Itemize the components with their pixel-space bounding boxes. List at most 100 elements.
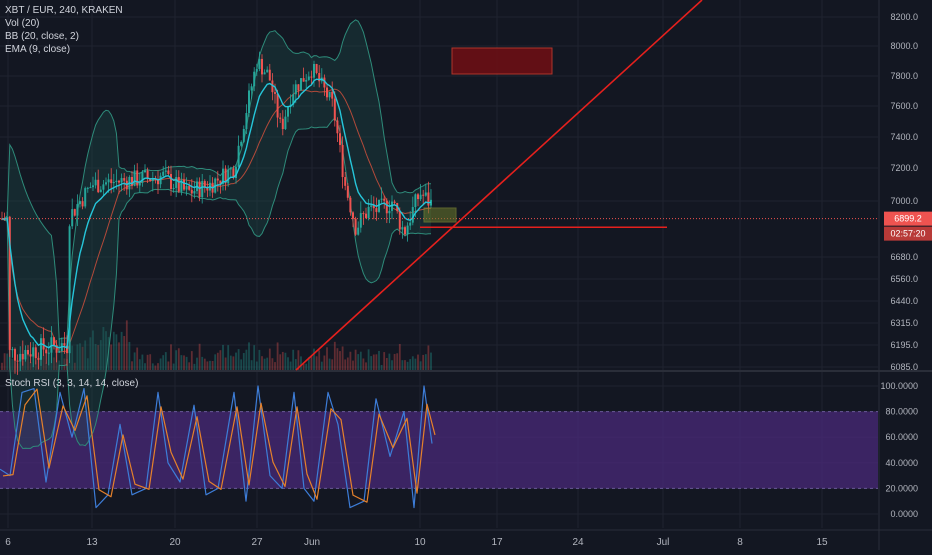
candle-body xyxy=(383,198,386,201)
candle-body xyxy=(21,353,24,360)
candle-body xyxy=(131,177,133,186)
volume-bar xyxy=(229,355,232,370)
candle-body xyxy=(287,106,289,117)
candle-body xyxy=(71,209,74,227)
countdown-value: 02:57:20 xyxy=(890,229,925,239)
candle-body xyxy=(105,182,107,185)
volume-bar xyxy=(183,355,185,370)
candle-body xyxy=(391,201,393,211)
volume-bar xyxy=(310,355,313,370)
volume-bar xyxy=(190,351,193,370)
volume-bar xyxy=(112,331,115,370)
volume-bar xyxy=(175,350,178,370)
candle-body xyxy=(375,208,378,212)
candle-body xyxy=(271,80,274,93)
candle-body xyxy=(162,171,165,176)
volume-bar xyxy=(162,355,165,370)
volume-bar xyxy=(172,363,175,370)
volume-bar xyxy=(232,356,235,370)
volume-bar xyxy=(209,360,211,370)
candle-body xyxy=(227,169,230,184)
stoch-tick-label: 60.0000 xyxy=(885,432,918,442)
volume-bar xyxy=(170,344,172,370)
candle-body xyxy=(385,200,388,214)
candle-body xyxy=(99,189,102,193)
candle-body xyxy=(172,187,175,189)
volume-bar xyxy=(281,351,284,370)
candle-body xyxy=(138,182,141,186)
legend-bollinger[interactable]: BB (20, close, 2) xyxy=(5,31,79,42)
volume-bar xyxy=(253,345,256,370)
volume-bar xyxy=(344,359,347,370)
candle-body xyxy=(58,351,61,353)
candle-body xyxy=(183,179,185,190)
candle-body xyxy=(32,347,35,357)
volume-bar xyxy=(250,360,253,370)
ema-line-path xyxy=(1,78,432,349)
candle-body xyxy=(177,177,180,192)
candle-body xyxy=(115,180,118,183)
candle-body xyxy=(352,212,354,219)
candle-body xyxy=(258,58,261,69)
candle-body xyxy=(68,226,71,354)
volume-bar xyxy=(159,358,162,370)
volume-bar xyxy=(237,349,240,370)
legend-volume[interactable]: Vol (20) xyxy=(5,18,40,29)
candle-body xyxy=(107,179,110,183)
candle-body xyxy=(339,133,341,145)
candle-body xyxy=(237,145,240,167)
candle-body xyxy=(336,120,339,134)
candle-body xyxy=(380,198,383,200)
candle-body xyxy=(359,213,362,228)
candle-body xyxy=(164,170,167,172)
volume-bar xyxy=(401,360,404,370)
candle-body xyxy=(110,179,113,184)
ema-line xyxy=(1,78,432,349)
candle-body xyxy=(146,170,149,179)
price-tick-label: 7800.0 xyxy=(890,71,918,81)
volume-bar xyxy=(294,359,297,370)
legend-stoch-rsi[interactable]: Stoch RSI (3, 3, 14, 14, close) xyxy=(5,378,139,389)
candle-body xyxy=(253,71,256,87)
candle-body xyxy=(27,349,29,355)
volume-bar xyxy=(99,340,102,370)
date-tick-label: Jul xyxy=(657,537,670,548)
candle-body xyxy=(310,76,313,78)
price-tick-label: 6195.0 xyxy=(890,340,918,350)
volume-bar xyxy=(211,360,214,370)
date-tick-label: Jun xyxy=(304,537,320,548)
price-tick-label: 6680.0 xyxy=(890,252,918,262)
price-axis: 8200.0 8000.0 7800.0 7600.0 7400.0 7200.0 7000… xyxy=(880,12,918,519)
candle-body xyxy=(97,179,100,193)
volume-bar xyxy=(227,345,230,370)
candle-body xyxy=(427,192,430,206)
volume-bar xyxy=(71,345,74,370)
volume-bar xyxy=(388,353,391,370)
legend-symbol[interactable]: XBT / EUR, 240, KRAKEN xyxy=(5,5,123,16)
volume-bar xyxy=(86,358,89,370)
candle-body xyxy=(219,180,222,184)
date-tick-label: 20 xyxy=(169,537,181,548)
candle-body xyxy=(307,76,310,80)
volume-bar xyxy=(346,357,349,370)
candle-body xyxy=(331,91,334,99)
stoch-d-line xyxy=(2,388,436,503)
date-tick-label: 17 xyxy=(491,537,503,548)
candle-body xyxy=(266,69,269,73)
date-tick-label: 24 xyxy=(572,537,584,548)
volume-bar xyxy=(354,349,357,370)
candle-body xyxy=(409,222,412,226)
volume-bar xyxy=(180,355,183,370)
candle-body xyxy=(159,175,162,185)
volume-bar xyxy=(146,354,149,370)
date-tick-label: 13 xyxy=(86,537,98,548)
volume-bar xyxy=(258,349,261,370)
volume-bar xyxy=(198,343,201,370)
date-tick-label: 6 xyxy=(5,537,11,548)
volume-bar xyxy=(266,357,269,370)
legend-ema[interactable]: EMA (9, close) xyxy=(5,44,71,55)
volume-bar xyxy=(151,363,154,370)
volume-bar xyxy=(42,354,45,370)
